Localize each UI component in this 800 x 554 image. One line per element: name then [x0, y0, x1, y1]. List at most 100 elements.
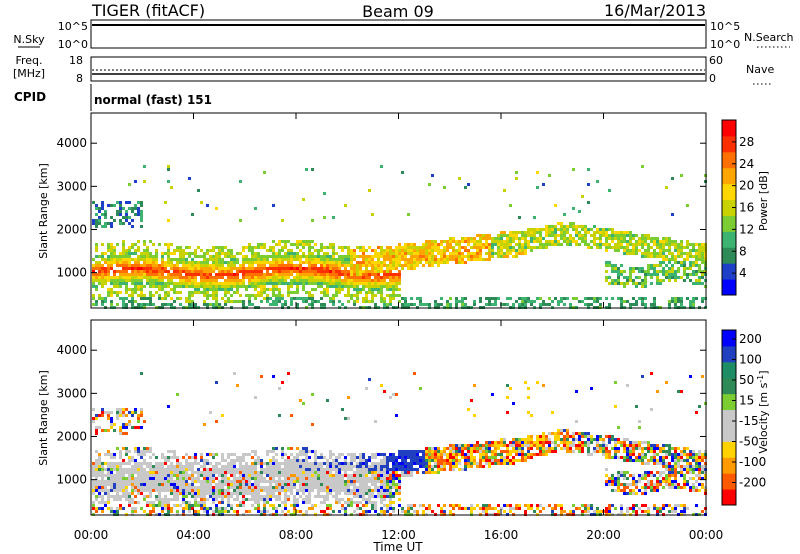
range-cell: [413, 453, 416, 456]
range-cell: [599, 303, 602, 306]
range-cell: [104, 279, 107, 282]
range-cell: [248, 279, 251, 282]
range-cell: [524, 453, 527, 456]
range-cell: [617, 240, 620, 243]
colorbar-tick-label: 24: [739, 157, 754, 171]
range-cell: [455, 462, 458, 465]
range-cell: [296, 459, 299, 462]
range-cell: [203, 270, 206, 273]
range-cell: [326, 468, 329, 471]
range-cell: [479, 456, 482, 459]
range-cell: [323, 480, 326, 483]
range-cell: [170, 474, 173, 477]
range-cell: [509, 252, 512, 255]
range-cell: [263, 510, 266, 513]
range-cell: [449, 468, 452, 471]
range-cell: [446, 240, 449, 243]
range-cell: [530, 504, 533, 507]
range-cell: [671, 177, 674, 180]
range-cell: [653, 303, 656, 306]
range-cell: [275, 474, 278, 477]
range-cell: [161, 480, 164, 483]
range-cell: [113, 465, 116, 468]
range-cell: [542, 300, 545, 303]
range-cell: [392, 477, 395, 480]
range-cell: [362, 276, 365, 279]
range-cell: [236, 261, 239, 264]
range-cell: [395, 489, 398, 492]
range-cell: [167, 456, 170, 459]
range-cell: [158, 486, 161, 489]
range-cell: [236, 276, 239, 279]
range-cell: [287, 510, 290, 513]
range-cell: [320, 258, 323, 261]
range-cell: [278, 480, 281, 483]
range-cell: [386, 264, 389, 267]
range-cell: [221, 276, 224, 279]
range-cell: [386, 258, 389, 261]
range-cell: [347, 285, 350, 288]
range-cell: [512, 234, 515, 237]
range-cell: [161, 303, 164, 306]
range-cell: [383, 276, 386, 279]
range-cell: [338, 453, 341, 456]
range-cell: [95, 465, 98, 468]
range-cell: [287, 255, 290, 258]
range-cell: [242, 249, 245, 252]
range-cell: [233, 489, 236, 492]
range-cell: [596, 228, 599, 231]
nave-tick-top: 60: [709, 54, 723, 67]
range-cell: [161, 462, 164, 465]
range-cell: [173, 288, 176, 291]
range-cell: [104, 501, 107, 504]
range-cell: [374, 288, 377, 291]
range-cell: [353, 477, 356, 480]
range-cell: [251, 285, 254, 288]
range-cell: [224, 252, 227, 255]
range-cell: [380, 462, 383, 465]
range-cell: [125, 270, 128, 273]
range-cell: [692, 246, 695, 249]
range-cell: [533, 246, 536, 249]
range-cell: [167, 249, 170, 252]
range-cell: [395, 279, 398, 282]
range-cell: [398, 480, 401, 483]
range-cell: [566, 228, 569, 231]
range-cell: [176, 285, 179, 288]
range-cell: [143, 258, 146, 261]
range-cell: [545, 246, 548, 249]
range-cell: [548, 225, 551, 228]
range-cell: [293, 507, 296, 510]
range-cell: [662, 261, 665, 264]
range-cell: [440, 297, 443, 300]
range-cell: [278, 477, 281, 480]
range-cell: [461, 237, 464, 240]
range-cell: [659, 252, 662, 255]
range-cell: [530, 453, 533, 456]
range-cell: [350, 468, 353, 471]
range-cell: [386, 480, 389, 483]
colorbar-tick-label: 12: [739, 222, 754, 236]
range-cell: [488, 447, 491, 450]
range-cell: [503, 462, 506, 465]
range-cell: [662, 267, 665, 270]
range-cell: [356, 282, 359, 285]
range-cell: [674, 246, 677, 249]
range-cell: [473, 237, 476, 240]
range-cell: [383, 297, 386, 300]
range-cell: [224, 510, 227, 513]
range-cell: [326, 480, 329, 483]
range-cell: [662, 273, 665, 276]
range-cell: [131, 300, 134, 303]
range-cell: [134, 276, 137, 279]
range-cell: [398, 276, 401, 279]
range-cell: [644, 255, 647, 258]
range-cell: [416, 456, 419, 459]
range-cell: [218, 510, 221, 513]
range-cell: [509, 204, 512, 207]
range-cell: [446, 459, 449, 462]
range-cell: [206, 291, 209, 294]
range-cell: [449, 255, 452, 258]
range-cell: [383, 285, 386, 288]
range-cell: [125, 489, 128, 492]
